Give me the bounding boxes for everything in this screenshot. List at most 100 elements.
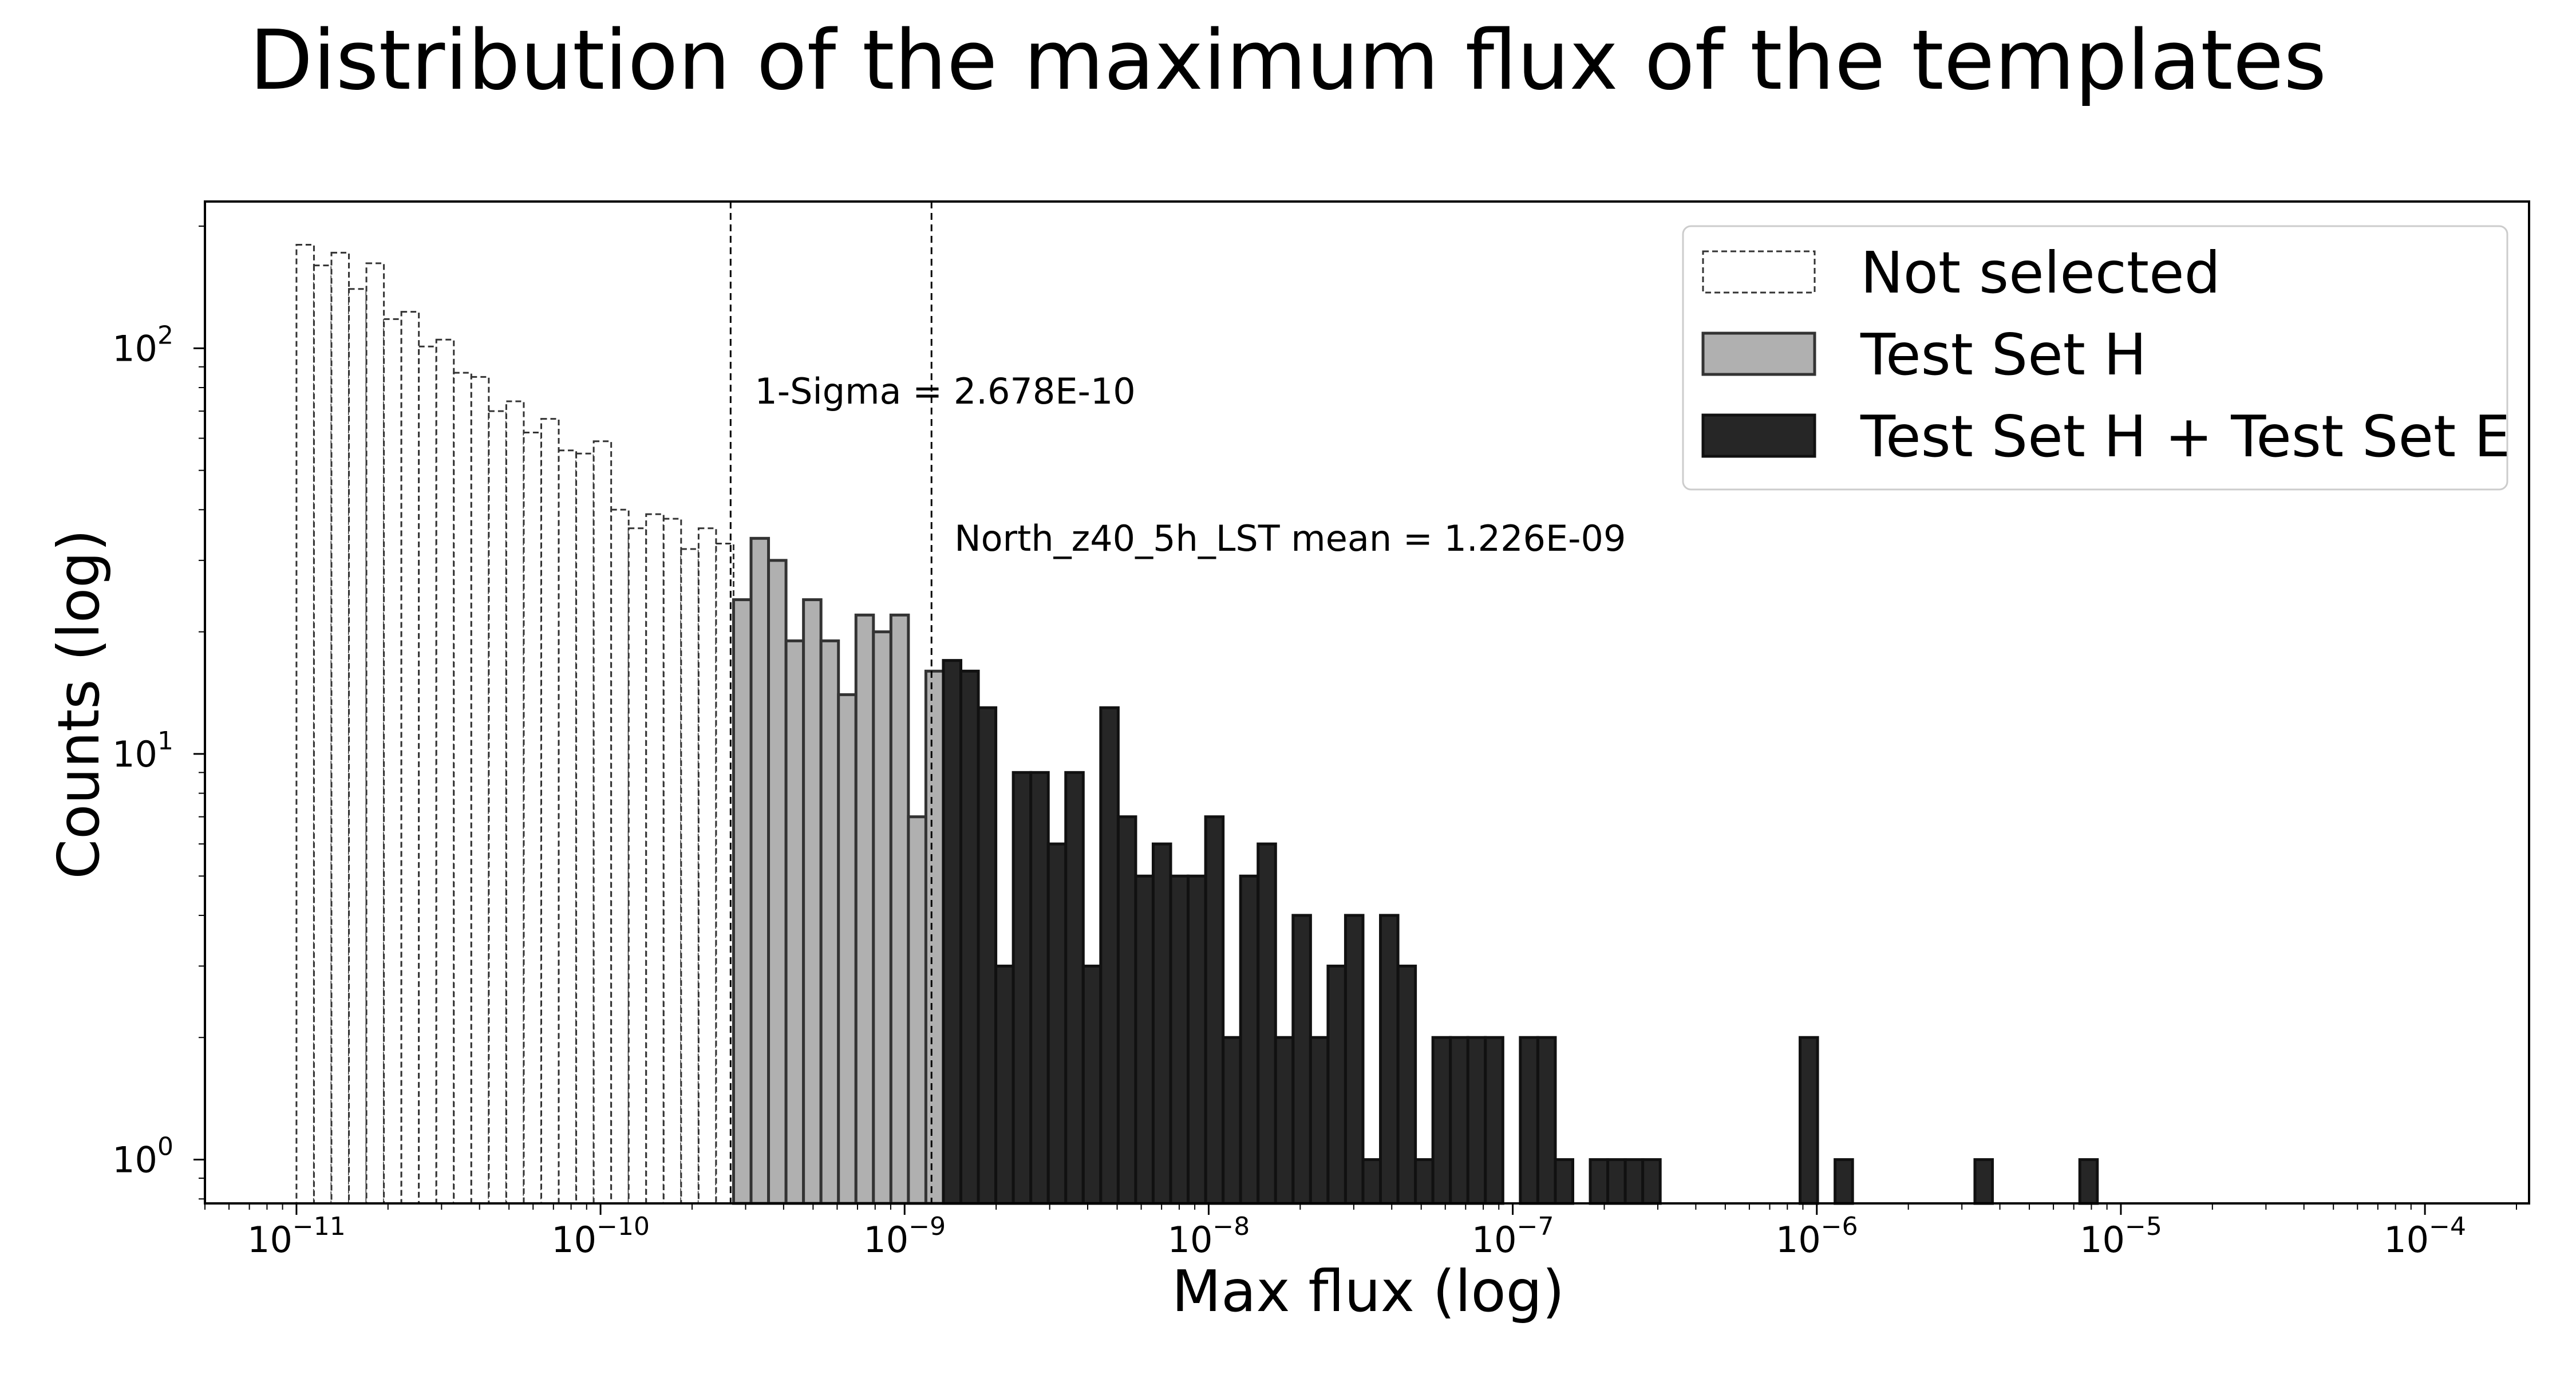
histogram-bar xyxy=(540,418,560,1205)
x-tick-label: 10−8 xyxy=(1168,1212,1250,1261)
histogram-bar xyxy=(942,659,963,1205)
vline-annotation-1: North_z40_5h_LST mean = 1.226E-09 xyxy=(954,518,1626,559)
histogram-bar xyxy=(558,449,578,1205)
x-tick-label: 10−5 xyxy=(2080,1212,2162,1261)
chart-title: Distribution of the maximum flux of the … xyxy=(250,12,2327,108)
x-tick-label: 10−6 xyxy=(1776,1212,1858,1261)
histogram-bar xyxy=(1536,1036,1557,1205)
histogram-bar xyxy=(1834,1158,1854,1205)
histogram-bar xyxy=(348,288,368,1205)
histogram-bar xyxy=(1606,1158,1627,1205)
histogram-bar xyxy=(1239,874,1260,1205)
histogram-bar xyxy=(383,318,402,1205)
legend-label: Not selected xyxy=(1860,239,2221,306)
histogram-bar xyxy=(1046,842,1068,1205)
histogram-bar xyxy=(453,372,472,1205)
histogram-bar xyxy=(767,559,788,1205)
histogram-bar xyxy=(1099,706,1120,1205)
histogram-bar xyxy=(1344,914,1365,1205)
x-tick-label: 10−9 xyxy=(863,1212,946,1261)
histogram-bar xyxy=(697,527,717,1205)
histogram-bar xyxy=(1484,1036,1504,1205)
histogram-bar xyxy=(662,518,682,1205)
histogram-bar xyxy=(854,613,875,1205)
legend-label: Test Set H xyxy=(1860,321,2147,388)
histogram-bar xyxy=(1396,964,1417,1205)
histogram-bar xyxy=(592,440,613,1205)
histogram-bar xyxy=(907,815,927,1205)
histogram-bar xyxy=(488,410,507,1205)
histogram-bar xyxy=(505,400,525,1205)
histogram-bar xyxy=(819,639,840,1205)
x-tick-label: 10−7 xyxy=(1472,1212,1554,1261)
histogram-bar xyxy=(924,669,945,1205)
histogram-bar xyxy=(889,613,910,1205)
histogram-bar xyxy=(732,598,753,1205)
legend-swatch xyxy=(1701,413,1816,458)
legend-box xyxy=(1682,225,2508,491)
histogram-bar xyxy=(1449,1036,1469,1205)
series-0 xyxy=(295,243,734,1205)
histogram-bar xyxy=(1554,1158,1574,1205)
histogram-bar xyxy=(1204,815,1225,1205)
y-axis-label: Counts (log) xyxy=(45,529,112,879)
histogram-bar xyxy=(784,639,805,1205)
legend-label: Test Set H + Test Set E xyxy=(1860,403,2510,470)
vline-annotation-0: 1-Sigma = 2.678E-10 xyxy=(754,370,1135,412)
histogram-bar xyxy=(872,630,892,1205)
x-axis-label: Max flux (log) xyxy=(1172,1258,1564,1325)
histogram-bar xyxy=(400,311,420,1205)
histogram-bar xyxy=(1116,815,1137,1205)
series-2 xyxy=(942,659,2099,1205)
histogram-bar xyxy=(994,964,1015,1205)
histogram-bar xyxy=(627,527,647,1205)
series-1 xyxy=(732,536,945,1205)
histogram-bar xyxy=(1361,1158,1382,1205)
histogram-bar xyxy=(977,706,998,1205)
histogram-bar xyxy=(610,508,630,1205)
plot-frame xyxy=(204,200,2530,1205)
histogram-bar xyxy=(1414,1158,1435,1205)
histogram-bar xyxy=(1064,771,1085,1205)
x-tick-label: 10−10 xyxy=(551,1212,650,1261)
histogram-bar xyxy=(680,548,700,1205)
histogram-bar xyxy=(418,345,437,1205)
histogram-bar xyxy=(802,598,823,1205)
histogram-bar xyxy=(1799,1036,1819,1205)
histogram-bar xyxy=(1379,914,1400,1205)
histogram-bar xyxy=(1134,874,1155,1205)
histogram-bar xyxy=(1519,1036,1539,1205)
legend: Not selected Test Set H Test Set H + Test … xyxy=(1682,225,2510,491)
histogram-bar xyxy=(1274,1036,1295,1205)
histogram-bar xyxy=(1291,914,1312,1205)
histogram-bar xyxy=(330,251,350,1205)
histogram-bar xyxy=(523,431,542,1205)
histogram-bar xyxy=(1309,1036,1330,1205)
histogram-bar xyxy=(749,536,771,1205)
histogram-bar xyxy=(1326,964,1347,1205)
histogram-bar xyxy=(1623,1158,1645,1205)
histogram-bar xyxy=(365,262,385,1205)
histogram-bar xyxy=(1151,842,1172,1205)
histogram-bar xyxy=(575,452,595,1205)
legend-swatch xyxy=(1702,250,1816,294)
y-tick-label: 101 xyxy=(112,727,173,775)
histogram-bar xyxy=(645,513,665,1205)
histogram-bar xyxy=(2078,1158,2099,1205)
y-tick-label: 100 xyxy=(112,1132,173,1181)
histogram-bar xyxy=(1641,1158,1662,1205)
histogram-bar xyxy=(1169,874,1190,1205)
x-tick-label: 10−4 xyxy=(2384,1212,2466,1261)
histogram-bar xyxy=(1029,771,1050,1205)
plot-area: 1-Sigma = 2.678E-10 North_z40_5h_LST mean… xyxy=(112,200,2530,1261)
y-tick-label: 102 xyxy=(112,321,173,369)
histogram-bar xyxy=(1187,874,1207,1205)
histogram-bar xyxy=(435,338,455,1205)
histogram-bar xyxy=(1257,842,1277,1205)
histogram-bar xyxy=(1973,1158,1994,1205)
histogram-bar xyxy=(1431,1036,1452,1205)
histogram-bar xyxy=(1466,1036,1487,1205)
histogram-bar xyxy=(470,376,490,1205)
